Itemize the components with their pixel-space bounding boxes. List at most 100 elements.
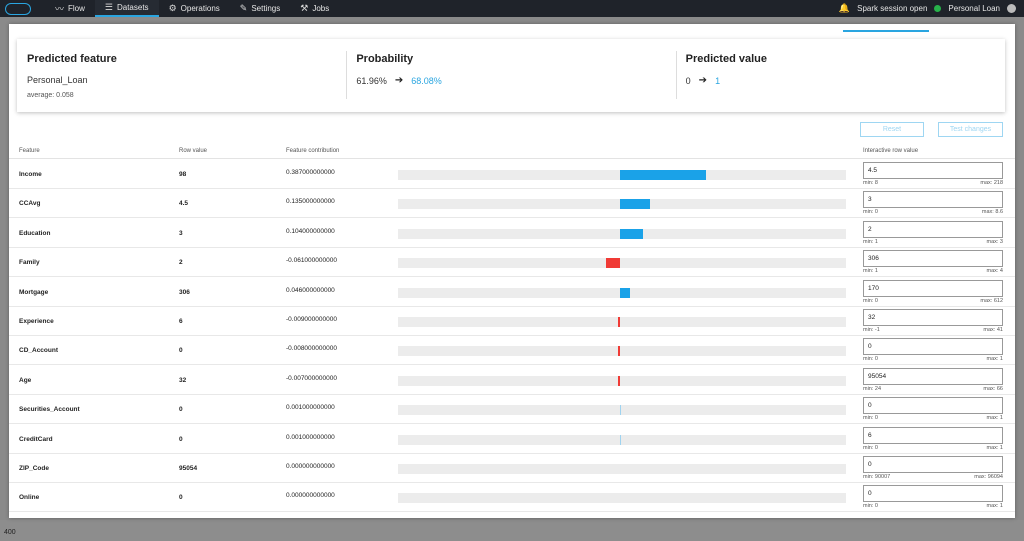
feature-name: Securities_Account <box>19 406 80 414</box>
predicted-value-card: Predicted value 0 ➔ 1 <box>675 39 1005 112</box>
range-min: min: 8 <box>863 180 878 186</box>
range-max: max: 4 <box>986 268 1003 275</box>
test-changes-button[interactable]: Test changes <box>938 122 1003 137</box>
feature-name: CD_Account <box>19 347 59 355</box>
contribution-bar-track <box>398 405 846 416</box>
probability-card: Probability 61.96% ➔ 68.08% <box>346 39 675 112</box>
value-range: min: 0 max: 1 <box>863 445 1003 451</box>
predicted-feature-value: Personal_Loan <box>27 75 336 85</box>
range-min: min: 0 <box>863 356 878 363</box>
interactive-value-input[interactable]: 3 <box>863 191 1003 209</box>
feature-name: Mortgage <box>19 288 49 296</box>
nav-datasets-label: Datasets <box>116 3 149 12</box>
nav-operations[interactable]: ⚙ Operations <box>159 0 230 17</box>
interactive-value-input[interactable]: 6 <box>863 426 1003 444</box>
value-range: min: 0 max: 612 <box>863 298 1003 304</box>
feature-name: Online <box>19 494 40 502</box>
predicted-feature-average: average: 0.058 <box>27 92 74 99</box>
table-row: CD_Account 0 -0.008000000000 0 min: 0 max: 1 <box>9 336 1015 366</box>
arrow-right-icon: ➔ <box>394 75 404 86</box>
contribution-bar-track <box>398 317 846 327</box>
predicted-value-old: 0 <box>685 75 691 86</box>
contribution-bar <box>620 434 621 445</box>
interactive-value-input[interactable]: 0 <box>863 397 1003 415</box>
interactive-value-input[interactable]: 0 <box>863 456 1003 473</box>
row-value: 98 <box>179 171 187 178</box>
interactive-value-input[interactable]: 306 <box>863 250 1003 268</box>
interactive-value-input[interactable]: 170 <box>863 279 1003 297</box>
contribution-bar-track <box>398 493 846 504</box>
range-min: min: 1 <box>863 268 878 275</box>
interactive-value-input[interactable]: 0 <box>863 338 1003 356</box>
row-value: 0 <box>179 347 183 355</box>
interactive-value-input[interactable]: 95054 <box>863 367 1003 385</box>
probability-values: 61.96% ➔ 68.08% <box>356 75 665 86</box>
feature-contribution: -0.008000000000 <box>286 345 337 353</box>
value-range: min: 1 max: 4 <box>863 268 1003 274</box>
contribution-bar-track <box>398 287 846 298</box>
jobs-icon: ⚒ <box>300 3 309 13</box>
predicted-value-values: 0 ➔ 1 <box>686 75 995 86</box>
contribution-bar <box>620 405 621 416</box>
feature-name: ZIP_Code <box>19 465 49 472</box>
background-footer: 400 <box>0 520 1024 541</box>
nav-flow-label: Flow <box>68 4 85 13</box>
value-range: min: 90007 max: 96094 <box>863 474 1003 480</box>
list-icon: ☰ <box>104 2 113 12</box>
range-max: max: 8.6 <box>981 209 1003 216</box>
table-row: Age 32 -0.007000000000 95054 min: 24 max: 66 <box>9 366 1015 395</box>
reset-button[interactable]: Reset <box>860 122 924 137</box>
contribution-bar <box>618 317 620 327</box>
nav-jobs[interactable]: ⚒ Jobs <box>290 0 339 17</box>
session-status: Spark session open <box>857 4 928 13</box>
feature-contribution: 0.001000000000 <box>286 433 335 441</box>
interactive-value-input[interactable]: 2 <box>863 220 1003 238</box>
range-min: min: 0 <box>863 415 878 422</box>
value-range: min: 0 max: 1 <box>863 503 1003 509</box>
row-value: 0 <box>179 406 183 414</box>
table-row: CCAvg 4.5 0.135000000000 3 min: 0 max: 8.6 <box>9 189 1015 219</box>
nav-settings[interactable]: ✎ Settings <box>230 0 290 17</box>
contribution-bar <box>620 228 644 239</box>
feature-name: Family <box>19 259 40 267</box>
prediction-modal: Predicted feature Personal_Loan average:… <box>9 24 1015 518</box>
row-value: 32 <box>179 376 187 384</box>
probability-old: 61.96% <box>356 75 387 86</box>
probability-new: 68.08% <box>411 75 442 86</box>
feature-contribution: 0.135000000000 <box>286 198 335 206</box>
range-max: max: 96094 <box>974 474 1003 480</box>
nav-operations-label: Operations <box>180 4 220 13</box>
table-row: Income 98 0.387000000000 4.5 min: 8 max: 218 <box>9 160 1015 189</box>
table-header: Feature Row value Feature contribution I… <box>9 145 1015 159</box>
predicted-value-title: Predicted value <box>685 53 767 65</box>
contribution-bar-track <box>398 434 846 445</box>
feature-name: Age <box>19 376 32 384</box>
nav-settings-label: Settings <box>251 4 281 13</box>
project-name[interactable]: Personal Loan <box>948 4 1000 13</box>
bell-icon[interactable]: 🔔 <box>838 3 851 13</box>
contribution-bar-track <box>398 199 846 210</box>
row-value: 4.5 <box>179 200 189 208</box>
table-row: Mortgage 306 0.046000000000 170 min: 0 max: 6… <box>9 278 1015 307</box>
contribution-bar <box>620 287 631 298</box>
range-max: max: 1 <box>986 415 1003 422</box>
nav-jobs-label: Jobs <box>312 4 330 13</box>
feature-contribution: 0.000000000000 <box>286 492 335 500</box>
user-icon[interactable] <box>1007 4 1016 13</box>
interactive-value-input[interactable]: 4.5 <box>863 162 1003 179</box>
header-feature: Feature <box>19 148 40 154</box>
prediction-summary: Predicted feature Personal_Loan average:… <box>17 39 1005 112</box>
app-logo[interactable] <box>5 2 31 15</box>
interactive-value-input[interactable]: 0 <box>863 485 1003 503</box>
nav-datasets[interactable]: ☰ Datasets <box>94 0 159 17</box>
range-min: min: 0 <box>863 209 878 216</box>
row-value: 0 <box>179 494 183 502</box>
predicted-feature-name: Personal_Loan <box>27 75 88 85</box>
nav-flow[interactable]: 〰 Flow <box>45 0 95 17</box>
value-range: min: 0 max: 8.6 <box>863 209 1003 215</box>
range-min: min: 1 <box>863 238 878 245</box>
header-row-value: Row value <box>179 148 208 154</box>
interactive-value-input[interactable]: 32 <box>863 309 1003 326</box>
row-value: 3 <box>179 229 183 237</box>
feature-name: CCAvg <box>19 200 41 208</box>
